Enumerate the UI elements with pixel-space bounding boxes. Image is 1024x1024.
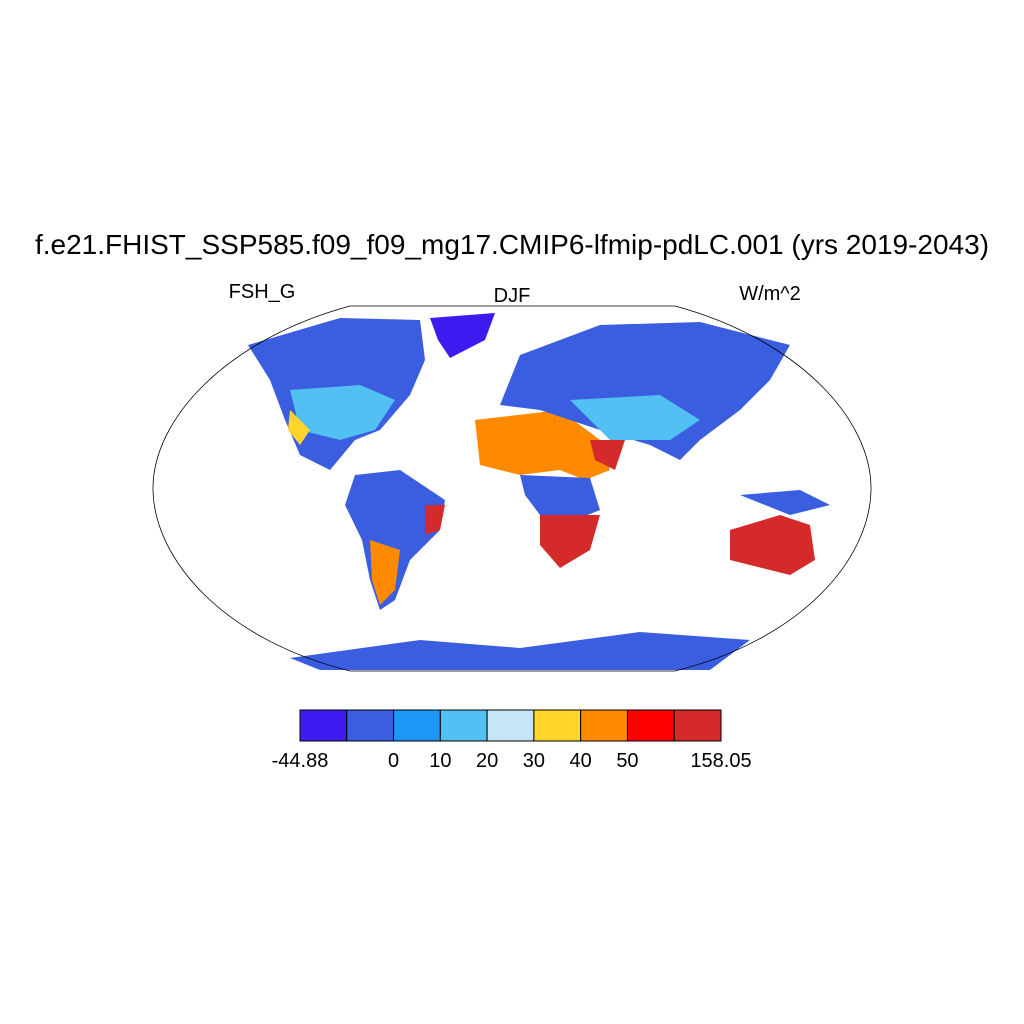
land — [740, 490, 830, 515]
land — [475, 410, 610, 480]
colorbar: -44.88 0 10 20 30 40 50 158.05 — [272, 709, 752, 772]
land — [590, 440, 625, 470]
land — [540, 515, 600, 568]
land — [290, 385, 395, 440]
colorbar-box — [346, 709, 395, 742]
variable-label: FSH_G — [229, 281, 296, 303]
colorbar-box — [580, 709, 628, 742]
colorbar-box — [439, 709, 488, 742]
colorbar-label: 40 — [570, 750, 592, 772]
colorbar-box — [486, 709, 535, 742]
colorbar-label: 10 — [429, 750, 451, 772]
colorbar-box — [673, 709, 722, 742]
colorbar-label: 0 — [388, 750, 399, 772]
colorbar-label: 30 — [523, 750, 545, 772]
units-label: W/m^2 — [739, 283, 801, 305]
colorbar-box — [393, 709, 441, 742]
land — [520, 475, 600, 520]
colorbar-label: 158.05 — [690, 750, 751, 772]
colorbar-box — [533, 709, 582, 742]
land — [288, 410, 310, 445]
land — [730, 515, 815, 575]
land — [500, 322, 790, 460]
land — [430, 313, 495, 358]
map — [152, 305, 872, 672]
land — [570, 395, 700, 440]
season-label: DJF — [494, 285, 531, 307]
colorbar-label: 50 — [616, 750, 638, 772]
land — [345, 470, 445, 610]
map-frame — [152, 305, 872, 672]
land — [425, 505, 445, 535]
land — [370, 540, 400, 605]
land — [290, 632, 750, 670]
colorbar-label: 20 — [476, 750, 498, 772]
colorbar-box — [626, 709, 675, 742]
title: f.e21.FHIST_SSP585.f09_f09_mg17.CMIP6-lf… — [35, 229, 989, 260]
colorbar-box — [299, 709, 348, 742]
colorbar-label: -44.88 — [272, 750, 329, 772]
